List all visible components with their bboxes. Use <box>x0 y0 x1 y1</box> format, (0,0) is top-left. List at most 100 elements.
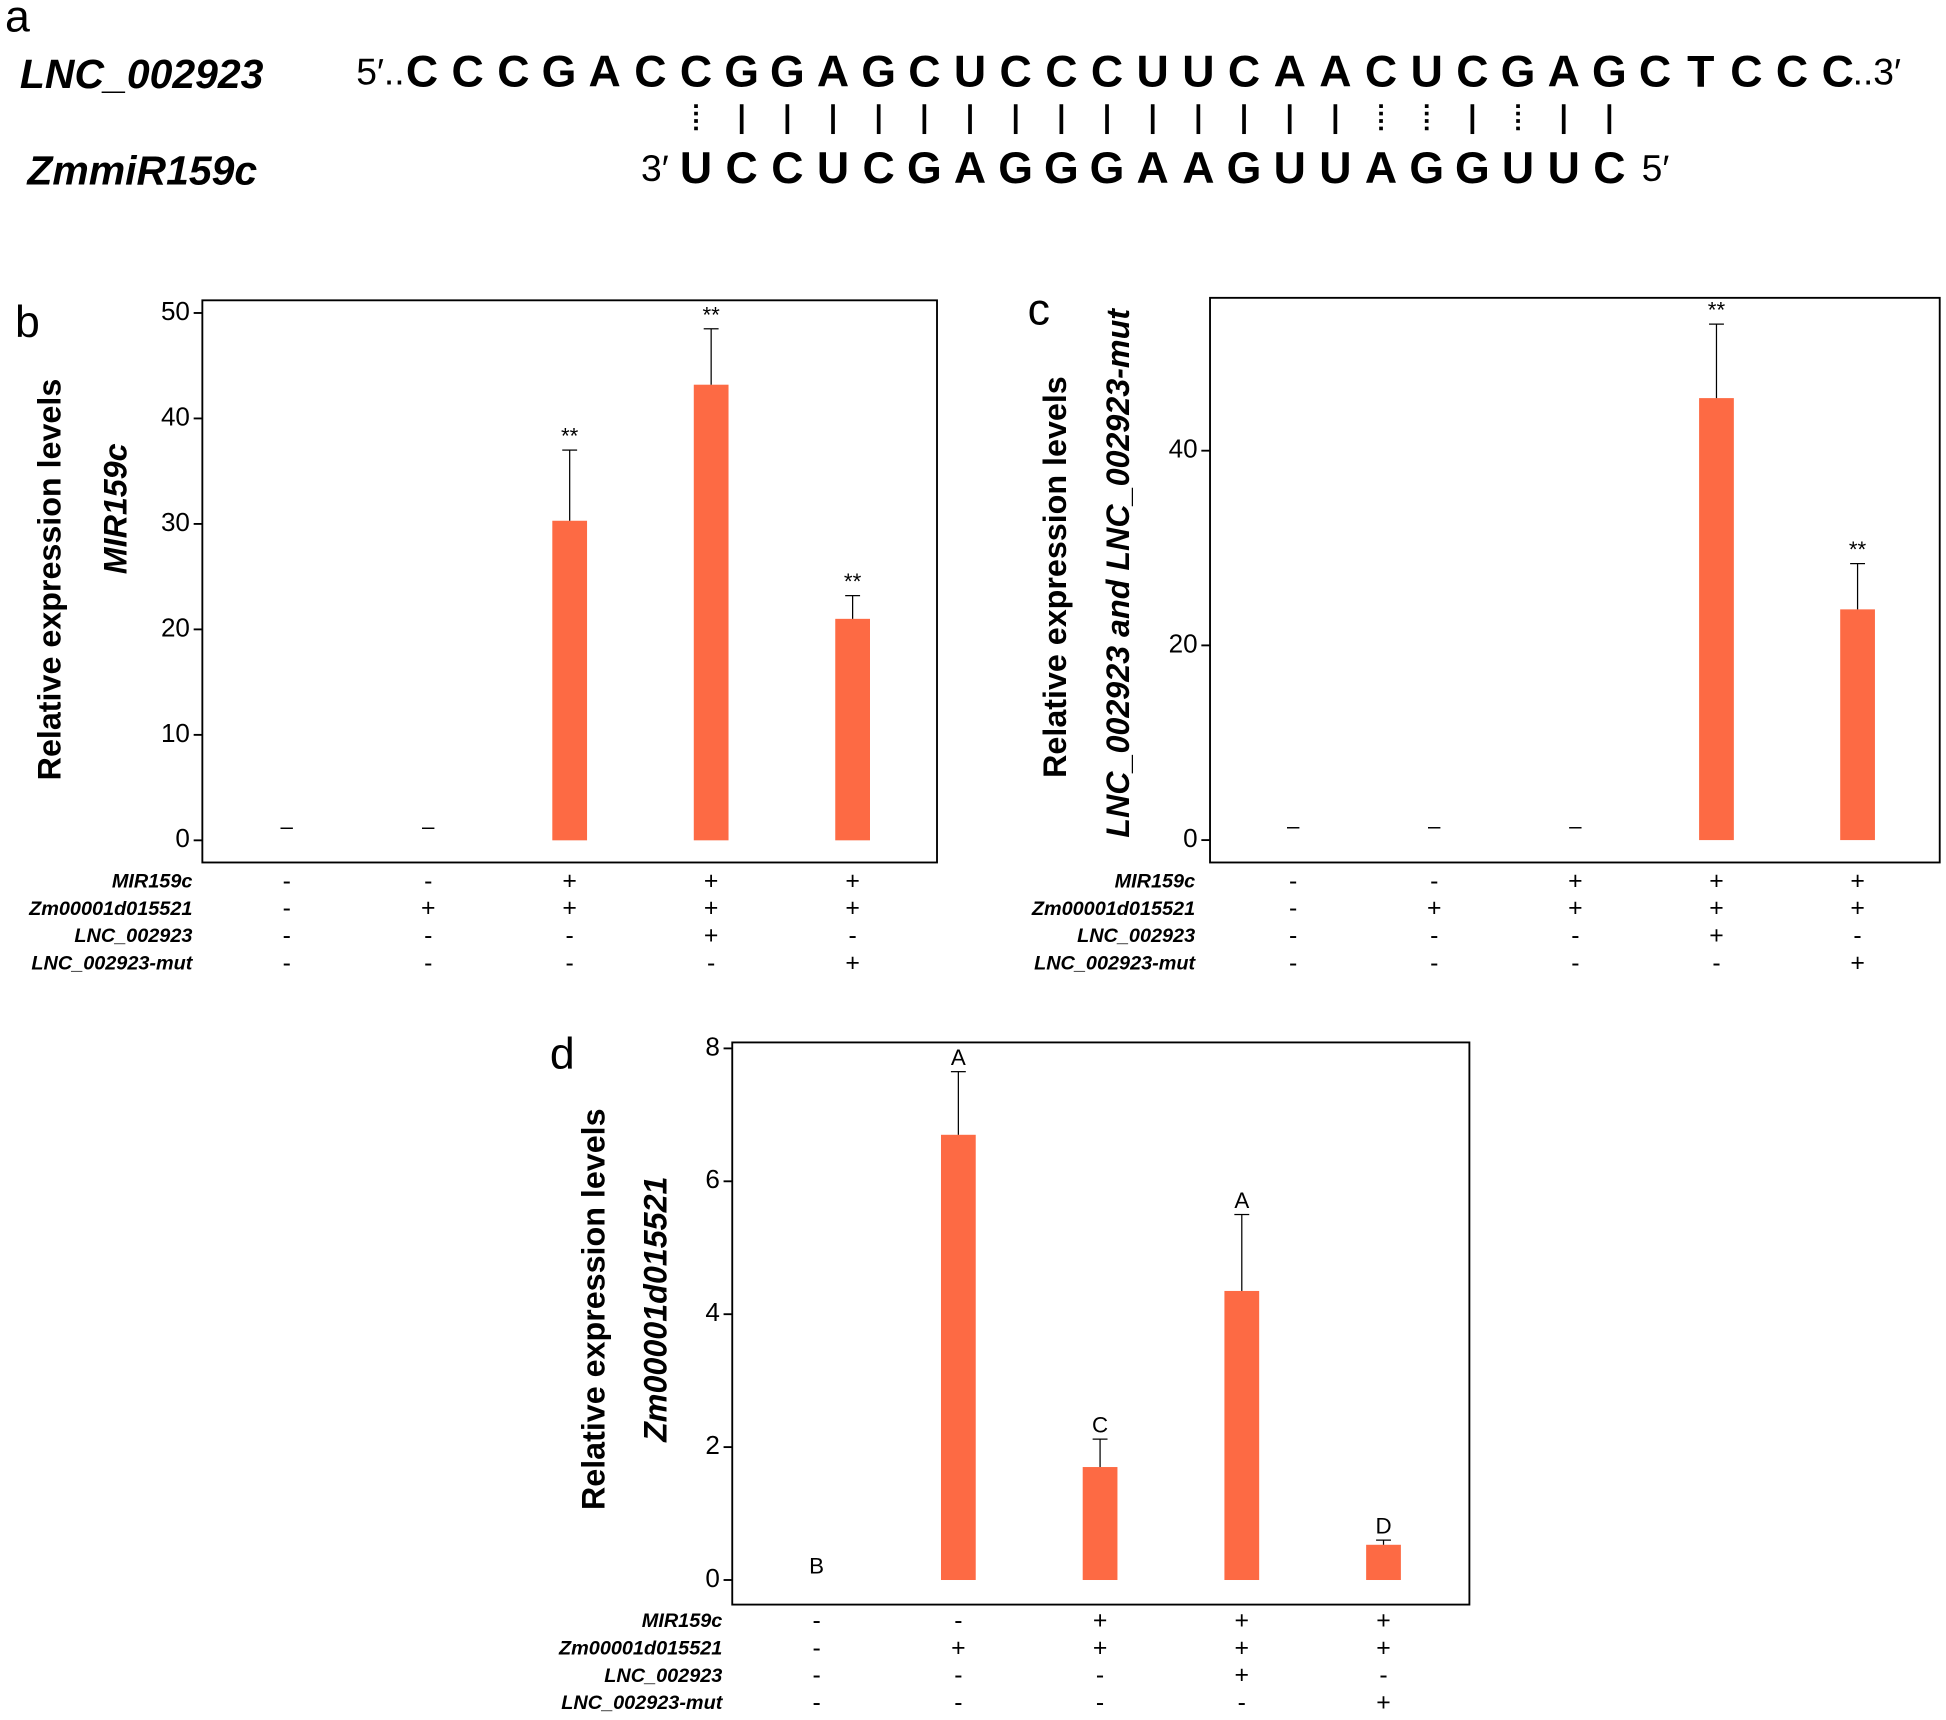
condition-sign: - <box>813 1662 821 1689</box>
nucleotide: A <box>1548 47 1580 96</box>
condition-sign: - <box>283 895 291 922</box>
condition-sign: + <box>1709 922 1723 949</box>
bar <box>1082 1467 1118 1581</box>
condition-sign: - <box>1571 950 1579 977</box>
plot-frame <box>201 299 938 864</box>
nucleotide: U <box>1411 47 1443 96</box>
nucleotide: C <box>452 47 484 96</box>
nucleotide: C <box>771 144 803 193</box>
sequence-name: ZmmiR159c <box>26 148 257 194</box>
condition-sign: - <box>1289 950 1297 977</box>
bar <box>1224 1290 1260 1581</box>
significance-label: – <box>422 814 435 839</box>
condition-sign: + <box>704 922 718 949</box>
nucleotide: U <box>954 47 986 96</box>
nucleotide: A <box>817 47 849 96</box>
condition-sign: - <box>283 922 291 949</box>
y-axis-label: MIR159c <box>97 443 133 574</box>
condition-sign: + <box>1376 1635 1390 1662</box>
condition-name: LNC_002923-mut <box>31 952 193 974</box>
nucleotide: C <box>1228 47 1260 96</box>
condition-name: Zm00001d015521 <box>1031 898 1195 920</box>
significance-label: ** <box>1708 298 1726 323</box>
nucleotide: A <box>1137 144 1169 193</box>
condition-sign: - <box>566 922 574 949</box>
condition-sign: + <box>845 895 859 922</box>
condition-name: LNC_002923 <box>1077 925 1195 947</box>
nucleotide: A <box>589 47 621 96</box>
condition-sign: - <box>848 922 856 949</box>
condition-sign: - <box>1712 950 1720 977</box>
condition-sign: + <box>1709 895 1723 922</box>
sequence-end: 3′ <box>641 147 669 189</box>
bar <box>1366 1544 1401 1581</box>
condition-sign: + <box>1568 868 1582 895</box>
condition-sign: + <box>1093 1608 1107 1635</box>
nucleotide: C <box>1730 47 1762 96</box>
condition-sign: - <box>1096 1662 1104 1689</box>
sequence-name: LNC_002923 <box>20 51 264 97</box>
significance-label: ** <box>1849 537 1867 562</box>
significance-label: ** <box>702 302 720 327</box>
nucleotide: G <box>1044 144 1079 193</box>
nucleotide: C <box>908 47 940 96</box>
condition-sign: + <box>1850 868 1864 895</box>
condition-sign: - <box>424 950 432 977</box>
nucleotide: C <box>1091 47 1123 96</box>
y-tick-label: 4 <box>705 1297 720 1327</box>
condition-sign: - <box>1238 1689 1246 1716</box>
y-tick-label: 40 <box>1169 434 1198 464</box>
plot-frame <box>1209 296 1941 864</box>
condition-sign: - <box>1430 950 1438 977</box>
condition-sign: - <box>813 1635 821 1662</box>
condition-sign: + <box>1093 1635 1107 1662</box>
condition-sign: - <box>566 950 574 977</box>
condition-sign: + <box>845 868 859 895</box>
panel-label: a <box>5 0 30 42</box>
significance-label: B <box>809 1553 824 1578</box>
y-tick-label: 0 <box>175 823 190 853</box>
condition-sign: - <box>707 950 715 977</box>
nucleotide: U <box>1319 144 1351 193</box>
condition-name: Zm00001d015521 <box>558 1638 722 1660</box>
significance-label: ** <box>561 424 579 449</box>
nucleotide: A <box>1319 47 1351 96</box>
nucleotide: U <box>1274 144 1306 193</box>
nucleotide: C <box>1045 47 1077 96</box>
significance-label: A <box>1234 1188 1249 1213</box>
y-axis-label: Relative expression levels <box>32 379 68 781</box>
nucleotide: C <box>406 47 438 96</box>
significance-label: – <box>1428 814 1441 839</box>
nucleotide: U <box>1502 144 1534 193</box>
nucleotide: A <box>1365 144 1397 193</box>
y-tick-label: 30 <box>161 507 190 537</box>
y-tick-label: 0 <box>1183 823 1198 853</box>
nucleotide: C <box>1822 47 1854 96</box>
nucleotide: C <box>1456 47 1488 96</box>
nucleotide: C <box>1365 47 1397 96</box>
nucleotide: G <box>998 144 1033 193</box>
plot-frame <box>731 1041 1471 1606</box>
nucleotide: C <box>1776 47 1808 96</box>
nucleotide: U <box>1137 47 1169 96</box>
condition-sign: - <box>1289 922 1297 949</box>
bar <box>552 520 588 841</box>
condition-sign: - <box>1430 868 1438 895</box>
y-axis-label: Relative expression levels <box>575 1108 611 1510</box>
panel-label: c <box>1028 286 1050 335</box>
condition-sign: + <box>1235 1635 1249 1662</box>
nucleotide: G <box>770 47 805 96</box>
panel-label: d <box>550 1030 575 1079</box>
condition-sign: + <box>1850 895 1864 922</box>
y-tick-label: 10 <box>161 718 190 748</box>
significance-label: A <box>951 1045 966 1070</box>
significance-label: – <box>1569 814 1582 839</box>
significance-label: – <box>281 814 294 839</box>
significance-label: ** <box>844 569 862 594</box>
condition-sign: + <box>1427 895 1441 922</box>
nucleotide: A <box>954 144 986 193</box>
sequence-end: ..3′ <box>1853 50 1901 92</box>
condition-sign: - <box>1289 868 1297 895</box>
